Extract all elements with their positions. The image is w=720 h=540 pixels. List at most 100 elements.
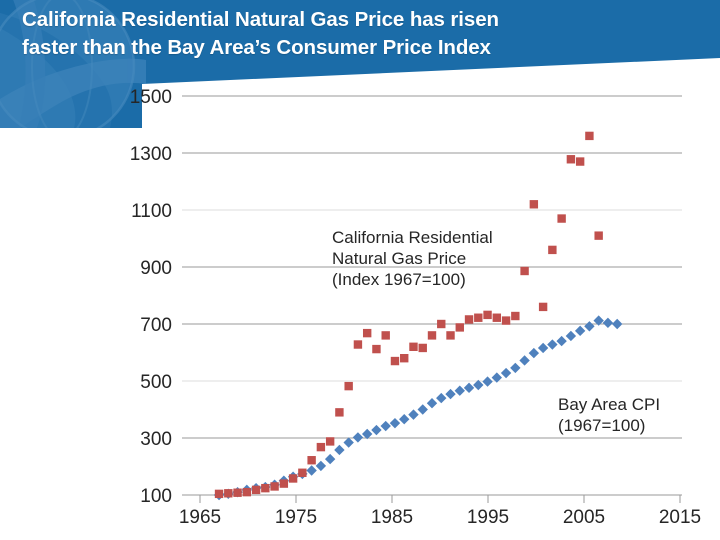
data-point: [528, 347, 540, 359]
data-point: [474, 313, 483, 322]
x-tick-1965: 1965: [179, 507, 221, 528]
page-title: California Residential Natural Gas Price…: [22, 8, 499, 59]
data-point: [242, 487, 252, 497]
data-point: [492, 313, 502, 322]
globe-decoration-icon: [0, 0, 146, 128]
data-point: [445, 388, 456, 400]
x-tick-2015: 2015: [659, 507, 701, 528]
data-point: [344, 381, 353, 391]
data-point: [594, 231, 603, 240]
data-point: [251, 485, 261, 495]
x-tick-1995: 1995: [467, 507, 509, 528]
gas-price-annotation-line1: California Residential: [332, 228, 493, 247]
cpi-annotation-line2: (1967=100): [558, 416, 645, 435]
data-point: [334, 444, 345, 456]
data-point: [538, 302, 548, 312]
gas-price-annotation-line2: Natural Gas Price: [332, 249, 466, 268]
data-point: [510, 362, 521, 374]
data-point: [400, 354, 409, 363]
data-point: [261, 483, 270, 493]
data-point: [288, 474, 298, 483]
data-point: [214, 489, 224, 499]
data-point: [584, 321, 595, 332]
data-point: [298, 468, 307, 477]
data-point: [464, 315, 474, 324]
data-point: [547, 339, 558, 350]
data-point: [585, 131, 594, 141]
data-point: [361, 428, 373, 440]
y-axis-labels: 1500 1300 1100 900 700 500 300 100: [130, 87, 172, 507]
data-point: [372, 344, 381, 354]
data-point: [315, 460, 327, 472]
x-tick-1975: 1975: [275, 507, 317, 528]
data-point: [335, 408, 344, 417]
header-banner-graphic: [0, 0, 720, 128]
data-point: [417, 404, 428, 415]
data-point: [362, 328, 372, 338]
data-point: [437, 319, 446, 329]
data-point: [399, 413, 410, 425]
cpi-annotation: Bay Area CPI (1967=100): [558, 395, 660, 435]
data-point: [565, 330, 577, 342]
data-point: [389, 417, 401, 429]
cpi-annotation-line1: Bay Area CPI: [558, 395, 660, 414]
x-axis-ticks: [199, 495, 681, 503]
data-point: [593, 315, 604, 326]
data-point: [501, 316, 511, 325]
data-point: [473, 379, 484, 391]
data-point: [380, 420, 391, 432]
data-point: [408, 409, 419, 420]
data-point: [455, 323, 464, 332]
data-point: [575, 157, 585, 166]
x-tick-2005: 2005: [563, 507, 605, 528]
y-tick-1100: 1100: [131, 201, 172, 222]
data-point: [436, 392, 447, 404]
data-point: [224, 489, 233, 498]
x-tick-1985: 1985: [371, 507, 413, 528]
data-point: [306, 465, 317, 476]
data-point: [519, 355, 530, 366]
x-axis-labels: 1965 1975 1985 1995 2005 2015: [179, 507, 701, 528]
data-point: [371, 424, 382, 436]
data-point: [454, 385, 465, 396]
y-tick-1500: 1500: [130, 87, 172, 108]
data-point: [557, 214, 566, 223]
data-point: [537, 342, 549, 354]
data-point: [233, 488, 242, 497]
header-banner: California Residential Natural Gas Price…: [0, 0, 720, 140]
data-point: [574, 325, 586, 337]
data-point: [491, 372, 503, 383]
data-point: [548, 245, 557, 255]
data-point: [529, 200, 539, 209]
y-tick-500: 500: [140, 372, 172, 393]
data-point: [566, 155, 576, 164]
data-point: [279, 479, 289, 488]
data-point: [427, 331, 437, 340]
data-point: [611, 318, 623, 330]
data-point: [483, 310, 492, 320]
data-point: [409, 342, 418, 351]
series-gas-price: [214, 131, 603, 499]
data-point: [482, 376, 493, 387]
data-point: [352, 432, 364, 443]
gas-price-annotation: California Residential Natural Gas Price…: [332, 228, 493, 289]
data-point: [520, 266, 529, 276]
gridlines: [182, 95, 682, 496]
data-point: [324, 453, 336, 465]
y-tick-900: 900: [140, 258, 172, 279]
data-point: [511, 311, 520, 321]
data-point: [500, 367, 512, 379]
banner-shape: [0, 0, 720, 128]
y-tick-700: 700: [140, 315, 172, 336]
data-point: [316, 442, 326, 452]
y-tick-300: 300: [140, 429, 172, 450]
data-point: [463, 382, 475, 394]
data-point: [325, 437, 335, 446]
data-point: [307, 456, 316, 465]
data-point: [353, 340, 363, 349]
data-point: [446, 331, 455, 340]
gas-price-annotation-line3: (Index 1967=100): [332, 270, 466, 289]
data-point: [556, 335, 567, 347]
data-point: [390, 356, 400, 366]
